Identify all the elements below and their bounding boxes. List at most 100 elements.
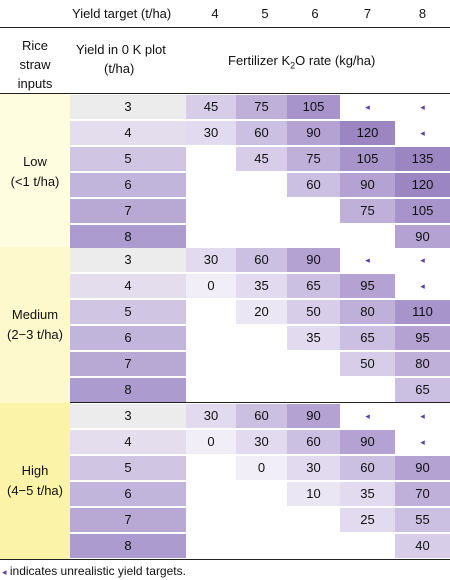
- rate-cell: 70: [395, 482, 450, 506]
- rate-cell: 65: [340, 326, 395, 350]
- rate-cell: 30: [287, 456, 340, 480]
- group-label: High (4−5 t/ha): [0, 403, 70, 559]
- rate-cell: 90: [287, 121, 340, 145]
- rate-cell: 90: [395, 225, 450, 249]
- rate-cell: 45: [186, 95, 236, 119]
- rate-cell: [287, 225, 340, 249]
- rate-cell: 90: [340, 430, 395, 454]
- rate-cell: [287, 534, 340, 558]
- target-8: 8: [418, 6, 427, 21]
- yield-0k-cell: 4: [70, 274, 186, 298]
- group-0: Low (<1 t/ha) 3 45 75 105 ◂ ◂ 4 30 60 90 120 ◂ 5 45 75 10…: [0, 94, 450, 250]
- rate-cell: [186, 225, 236, 249]
- rate-cell: [186, 482, 236, 506]
- target-4: 4: [211, 6, 219, 21]
- rate-cell: 65: [287, 274, 340, 298]
- rate-cell: 30: [186, 248, 236, 272]
- rate-cell: 75: [287, 147, 340, 171]
- yield-0k-cell: 7: [70, 352, 186, 376]
- rate-cell: 60: [287, 173, 340, 197]
- yield-0k-cell: 4: [70, 430, 186, 454]
- rate-cell: [236, 378, 287, 402]
- target-6: 6: [311, 6, 319, 21]
- rate-cell: 105: [287, 95, 340, 119]
- rate-cell: 35: [236, 274, 287, 298]
- rate-cell: [287, 378, 340, 402]
- rate-cell: [186, 300, 236, 324]
- unrealistic-marker-cell: ◂: [395, 274, 450, 298]
- rice-label: Rice: [21, 38, 48, 53]
- rate-cell: 60: [236, 248, 287, 272]
- unrealistic-marker-cell: ◂: [340, 404, 395, 428]
- rate-cell: 90: [287, 248, 340, 272]
- fert-label-post: O rate (kg/ha): [295, 53, 376, 68]
- yield-0k-cell: 8: [70, 378, 186, 402]
- target-7: 7: [363, 6, 372, 21]
- rate-cell: 90: [340, 173, 395, 197]
- rate-cell: [236, 482, 287, 506]
- rate-cell: 10: [287, 482, 340, 506]
- rate-cell: 50: [287, 300, 340, 324]
- group-label: Medium (2−3 t/ha): [0, 247, 70, 403]
- rate-cell: 20: [236, 300, 287, 324]
- unrealistic-marker-cell: ◂: [340, 95, 395, 119]
- unrealistic-marker-cell: ◂: [395, 95, 450, 119]
- yield-0k-cell: 8: [70, 534, 186, 558]
- rate-cell: 120: [395, 173, 450, 197]
- rate-cell: [186, 456, 236, 480]
- fert-label-pre: Fertilizer K: [228, 53, 291, 68]
- group-label-line: High: [21, 463, 49, 478]
- rate-cell: 25: [340, 508, 395, 532]
- rate-cell: 60: [287, 430, 340, 454]
- yield-target-label: Yield target (t/ha): [72, 6, 172, 21]
- rate-cell: 0: [236, 456, 287, 480]
- rate-cell: 75: [236, 95, 287, 119]
- rate-cell: 35: [287, 326, 340, 350]
- header-rule-bottom: [0, 93, 450, 94]
- rate-cell: [186, 534, 236, 558]
- yield-0k-cell: 3: [70, 95, 186, 119]
- rate-cell: 80: [340, 300, 395, 324]
- rate-cell: 120: [340, 121, 395, 145]
- rate-cell: 60: [236, 404, 287, 428]
- rate-cell: 105: [395, 199, 450, 223]
- inputs-label: inputs: [17, 76, 53, 91]
- yield-0k-cell: 8: [70, 225, 186, 249]
- rate-cell: 75: [340, 199, 395, 223]
- rate-cell: [186, 352, 236, 376]
- yield-0k-cell: 7: [70, 199, 186, 223]
- header-rule-top: [0, 27, 450, 28]
- yield-0k-cell: 6: [70, 326, 186, 350]
- target-5: 5: [261, 6, 269, 21]
- yield-0k-cell: 5: [70, 456, 186, 480]
- rate-cell: [186, 508, 236, 532]
- group-label-line: (4−5 t/ha): [6, 483, 63, 498]
- yield-0k-cell: 5: [70, 300, 186, 324]
- rate-cell: 40: [395, 534, 450, 558]
- rate-cell: 45: [236, 147, 287, 171]
- unrealistic-marker-cell: ◂: [395, 430, 450, 454]
- rate-cell: [186, 199, 236, 223]
- footnote: ◂ indicates unrealistic yield targets.: [2, 564, 186, 578]
- rate-cell: [287, 199, 340, 223]
- rate-cell: 30: [236, 430, 287, 454]
- table-bottom-rule: [0, 559, 450, 560]
- rate-cell: [186, 326, 236, 350]
- rate-cell: [287, 508, 340, 532]
- group-label-line: (<1 t/ha): [10, 174, 60, 189]
- rate-cell: [236, 508, 287, 532]
- yield-0k-cell: 6: [70, 173, 186, 197]
- yield-0k-cell: 6: [70, 482, 186, 506]
- group-label-line: Low: [23, 154, 47, 169]
- straw-label: straw: [19, 57, 51, 72]
- rate-cell: 0: [186, 274, 236, 298]
- rate-cell: 80: [395, 352, 450, 376]
- group-label: Low (<1 t/ha): [0, 94, 70, 250]
- group-2: High (4−5 t/ha) 3 30 60 90 ◂ ◂ 4 0 30 60 90 ◂ 5 0 30 60 90…: [0, 403, 450, 559]
- footnote-text: ◂ indicates unrealistic yield targets.: [2, 564, 186, 578]
- unrealistic-marker-cell: ◂: [340, 248, 395, 272]
- fertilizer-rate-label: Fertilizer K2O rate (kg/ha): [228, 53, 428, 71]
- rate-cell: 50: [340, 352, 395, 376]
- group-label-line: Medium: [11, 307, 59, 322]
